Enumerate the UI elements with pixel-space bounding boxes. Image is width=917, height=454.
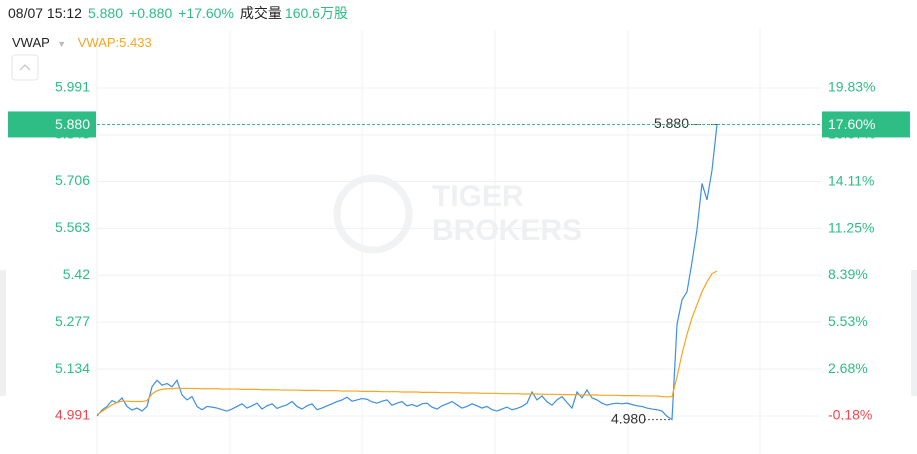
y2-tick-label: -0.18% (828, 407, 872, 423)
y2-tick-label: 14.11% (828, 172, 874, 188)
change: +0.880 (129, 5, 173, 21)
low-label: 4.980 (611, 410, 646, 426)
high-label: 5.880 (654, 115, 689, 131)
y2-tick-label: 11.25% (828, 219, 874, 235)
dropdown-icon[interactable]: ▼ (57, 39, 67, 49)
series-line (96, 124, 718, 421)
y-tick-label: 5.706 (55, 172, 90, 188)
watermark: BROKERS (432, 214, 582, 247)
series-line (96, 270, 718, 416)
last-pct-label: 17.60% (828, 116, 875, 132)
indicator-bar: VWAP ▼ VWAP:5.433 (12, 35, 152, 50)
last-pct-tag (822, 111, 910, 138)
last-price-label: 5.880 (55, 116, 90, 132)
y2-tick-label: 2.68% (828, 360, 868, 376)
y2-tick-label: 8.39% (828, 266, 868, 282)
indicator-name[interactable]: VWAP (12, 35, 50, 50)
last-price-tag (8, 111, 96, 138)
y-tick-label: 4.991 (55, 407, 90, 423)
y-tick-label: 5.134 (55, 360, 90, 376)
indicator-value: VWAP:5.433 (77, 35, 152, 50)
volume: 160.6万股 (284, 5, 348, 21)
watermark: TIGER (432, 180, 524, 213)
plot: 5.880 4.980 5.880 17.60% (8, 111, 910, 426)
time: 08/07 15:12 (8, 5, 82, 21)
collapse-button[interactable] (11, 54, 39, 81)
volume-label: 成交量 (239, 5, 282, 21)
scroll-handle[interactable] (911, 270, 917, 396)
collapse-icon (19, 64, 31, 71)
price: 5.880 (87, 5, 124, 21)
scroll-handle[interactable] (0, 270, 6, 396)
y-tick-label: 5.563 (55, 219, 90, 235)
y-tick-label: 5.991 (55, 79, 90, 95)
y2-tick-label: 19.83% (828, 79, 875, 95)
watermark-logo (333, 174, 413, 254)
change-pct: +17.60% (178, 5, 234, 21)
y-tick-label: 5.277 (55, 313, 90, 329)
quote-header: 08/07 15:12 5.880 +0.880 +17.60% 成交量 160.6万股 (8, 3, 354, 23)
y-tick-label: 5.42 (63, 266, 90, 282)
y2-tick-label: 5.53% (828, 313, 868, 329)
